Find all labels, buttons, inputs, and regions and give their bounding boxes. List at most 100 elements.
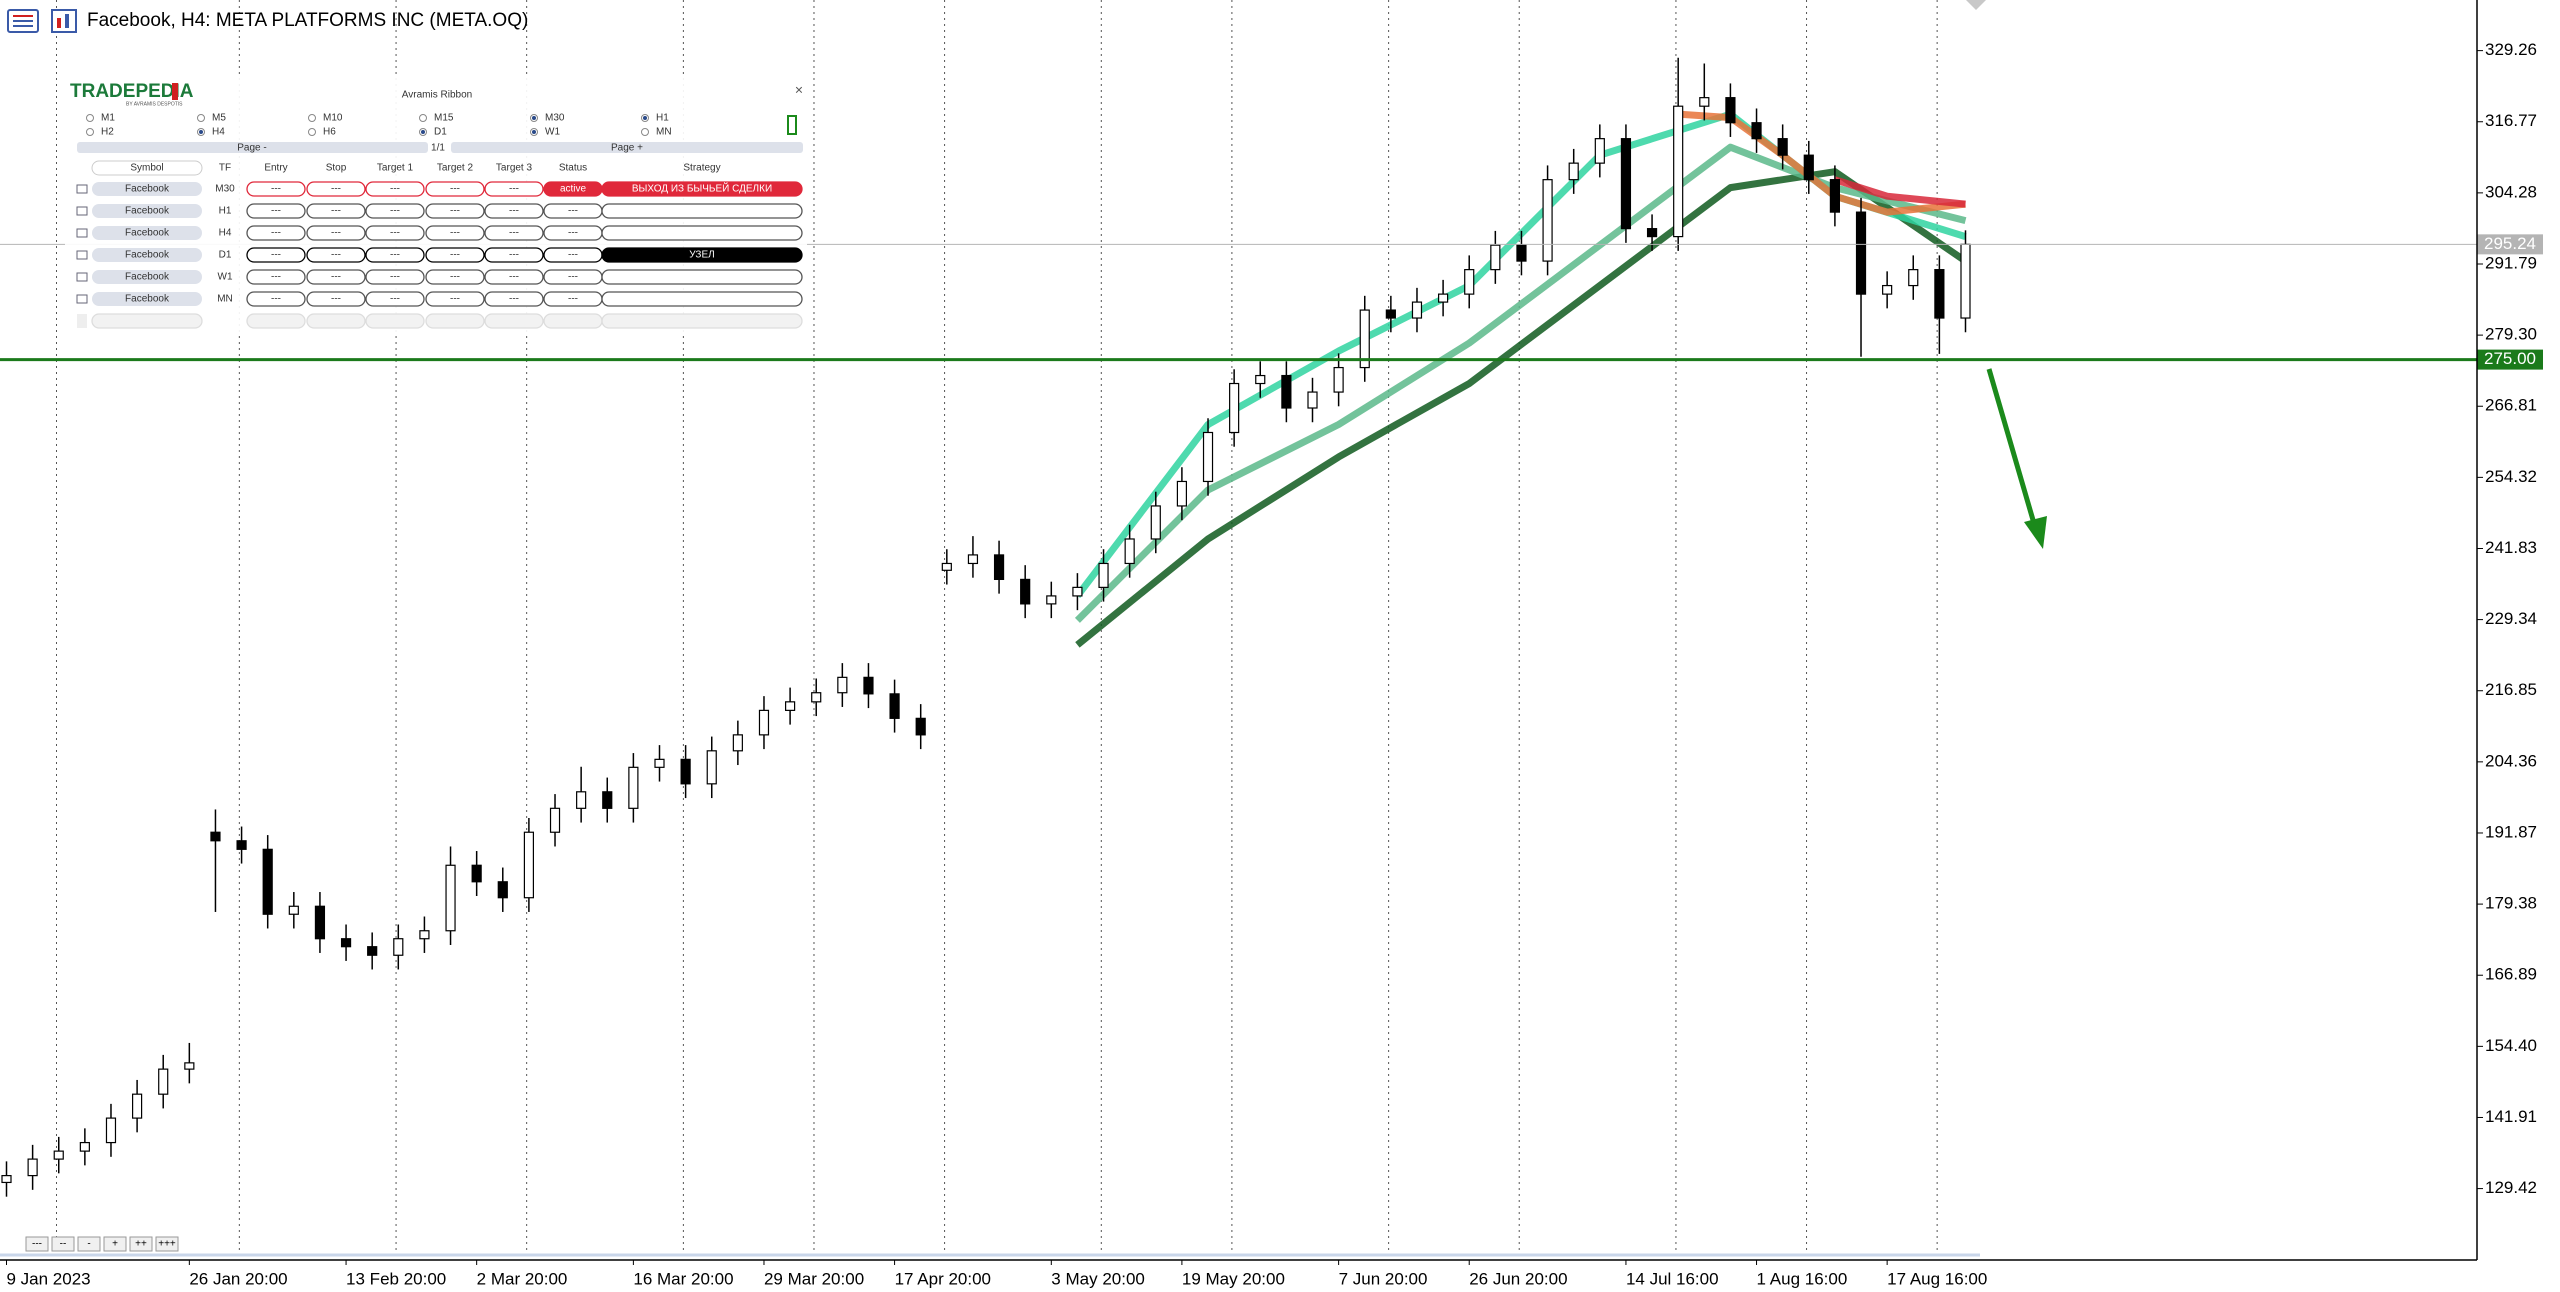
radio-button[interactable] [197, 114, 205, 122]
y-tick-label: 141.91 [2485, 1107, 2537, 1126]
zoom-button-label[interactable]: - [87, 1239, 90, 1250]
cell-box [425, 203, 485, 219]
radio-label[interactable]: D1 [434, 127, 447, 138]
x-tick-label: 2 Mar 20:00 [477, 1269, 568, 1288]
cell-text: УЗЕЛ [689, 250, 714, 261]
symbol: Facebook [125, 206, 170, 217]
radio-button[interactable] [86, 128, 94, 136]
candle-body [158, 1068, 169, 1095]
y-tick-label: 179.38 [2485, 894, 2537, 913]
timeframe: D1 [219, 250, 232, 261]
page-prev-button[interactable] [77, 142, 428, 153]
radio-checked [199, 130, 203, 134]
radio-button[interactable] [641, 128, 649, 136]
row-icon[interactable] [76, 206, 88, 216]
down-arrow [1986, 368, 2047, 549]
radio-label[interactable]: H6 [323, 127, 336, 138]
cell-box [306, 247, 366, 263]
title-bar: Facebook, H4: META PLATFORMS INC (META.O… [7, 9, 528, 33]
candle-body [1516, 244, 1527, 262]
candle-body [1725, 97, 1736, 124]
candle-body [1411, 301, 1423, 319]
cell-box [484, 225, 544, 241]
page-next-button[interactable] [451, 142, 803, 153]
cell-text: --- [271, 250, 281, 261]
row-icon[interactable] [76, 184, 88, 194]
cell-text: --- [509, 272, 519, 283]
row-icon[interactable] [76, 228, 88, 238]
zoom-button-label[interactable]: + [112, 1239, 118, 1250]
zoom-button[interactable] [51, 1236, 75, 1252]
candle-body [523, 831, 535, 899]
radio-label[interactable]: M1 [101, 113, 115, 124]
cell-box [484, 269, 544, 285]
zoom-button-label[interactable]: -- [60, 1239, 67, 1250]
candle-body [1934, 269, 1945, 319]
zoom-button[interactable] [77, 1236, 101, 1252]
cell-box [306, 291, 366, 307]
candle-body [471, 864, 482, 883]
symbol-box [92, 204, 202, 218]
radio-button[interactable] [419, 114, 427, 122]
radio-label[interactable]: H1 [656, 113, 669, 124]
candle-body [1229, 382, 1240, 434]
zoom-button-label[interactable]: ++ [135, 1239, 147, 1250]
radio-button[interactable] [86, 114, 94, 122]
zoom-button[interactable] [103, 1236, 127, 1252]
cell-text: --- [568, 250, 578, 261]
icon[interactable] [51, 9, 77, 33]
x-tick-label: 13 Feb 20:00 [346, 1269, 446, 1288]
zoom-button-label[interactable]: --- [32, 1239, 42, 1250]
radio-label[interactable]: M5 [212, 113, 226, 124]
page-indicator: 1/1 [431, 143, 445, 154]
radio-label[interactable]: H4 [212, 127, 225, 138]
radio-checked [532, 130, 536, 134]
page-next-label[interactable]: Page + [611, 143, 643, 154]
close-button[interactable]: × [795, 82, 803, 98]
candle-body [262, 848, 273, 915]
candle-body [654, 758, 665, 768]
cell-text: ВЫХОД ИЗ БЫЧЬЕЙ СДЕЛКИ [632, 182, 772, 195]
radio-label[interactable]: W1 [545, 127, 560, 138]
cell-text: --- [271, 228, 281, 239]
row-icon[interactable] [76, 250, 88, 260]
candle-body [549, 807, 561, 833]
candle-body [941, 562, 952, 571]
cell-box [246, 225, 306, 241]
radio-label[interactable]: MN [656, 127, 672, 138]
radio-label[interactable]: H2 [101, 127, 114, 138]
radio-button[interactable] [308, 128, 316, 136]
timeframe: MN [217, 294, 233, 305]
radio-button[interactable] [308, 114, 316, 122]
x-tick-label: 7 Jun 20:00 [1339, 1269, 1428, 1288]
logo-subtitle: BY AVRAMIS DESPOTIS [126, 101, 183, 107]
candle-body [602, 791, 613, 809]
zoom-button-label[interactable]: +++ [158, 1239, 176, 1250]
candle-body [340, 938, 352, 948]
row-icon[interactable] [76, 272, 88, 282]
symbol: Facebook [125, 294, 170, 305]
page-prev-label[interactable]: Page - [237, 143, 266, 154]
candle-body [993, 554, 1005, 581]
panel-title: Avramis Ribbon [402, 90, 472, 101]
radio-label[interactable]: M15 [434, 113, 454, 124]
radio-label[interactable]: M10 [323, 113, 343, 124]
cell-box [365, 269, 425, 285]
zoom-button[interactable] [25, 1236, 49, 1252]
zoom-button[interactable] [155, 1236, 179, 1252]
cell-box [365, 203, 425, 219]
x-tick-label: 16 Mar 20:00 [633, 1269, 733, 1288]
symbol-box [92, 226, 202, 240]
candle-body [889, 693, 900, 719]
row-icon[interactable] [76, 294, 88, 304]
radio-label[interactable]: M30 [545, 113, 565, 124]
candle-body [1620, 138, 1632, 230]
candle-body [445, 864, 456, 932]
input-box [484, 313, 544, 329]
candle-body [1908, 269, 1919, 287]
cell-text: --- [390, 184, 400, 195]
cell-box [246, 181, 306, 197]
zoom-button[interactable] [129, 1236, 153, 1252]
cell-text: --- [390, 294, 400, 305]
candle-body [53, 1150, 64, 1160]
